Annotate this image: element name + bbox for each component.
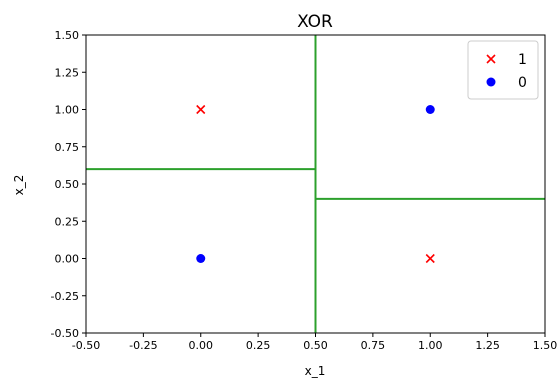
chart-title: XOR bbox=[297, 12, 333, 32]
x-tick-label: 0.00 bbox=[189, 339, 214, 352]
legend: 10 bbox=[467, 40, 539, 100]
legend-label: 1 bbox=[518, 52, 527, 68]
legend-label: 0 bbox=[518, 75, 527, 91]
x-tick-label: -0.50 bbox=[72, 339, 100, 352]
y-tick-label: -0.25 bbox=[51, 290, 79, 303]
marker-x-stroke bbox=[196, 104, 206, 115]
x-tick-label: 1.25 bbox=[475, 339, 500, 352]
legend-marker-1 bbox=[486, 54, 496, 64]
decision-boundaries bbox=[86, 35, 545, 333]
y-tick-label: 0.50 bbox=[55, 178, 80, 191]
y-tick-label: 0.00 bbox=[55, 253, 80, 266]
legend-box bbox=[467, 40, 539, 100]
x-tick-label: 0.75 bbox=[361, 339, 386, 352]
y-tick-label: 0.25 bbox=[55, 215, 80, 228]
marker-x-stroke bbox=[486, 54, 496, 64]
marker-x-stroke bbox=[425, 253, 435, 264]
data-point-class-1 bbox=[425, 253, 435, 264]
y-tick-label: 1.00 bbox=[55, 104, 80, 117]
x-tick-label: 1.50 bbox=[533, 339, 558, 352]
data-point-class-0 bbox=[425, 105, 435, 114]
y-tick-label: 1.50 bbox=[55, 29, 80, 42]
x-tick-label: 0.25 bbox=[246, 339, 271, 352]
legend-marker-0 bbox=[486, 77, 496, 87]
x-tick-label: 0.50 bbox=[303, 339, 328, 352]
y-tick-label: -0.50 bbox=[51, 327, 79, 340]
x-tick-label: -0.25 bbox=[129, 339, 157, 352]
x-axis-label: x_1 bbox=[305, 364, 326, 378]
y-tick-label: 1.25 bbox=[55, 66, 80, 79]
axes: -0.50 -0.25 0.00 0.25 0.50 0.75 1.00 1.25 1.50 -0… bbox=[51, 29, 558, 352]
data-points bbox=[196, 104, 435, 264]
y-tick-label: 0.75 bbox=[55, 141, 80, 154]
data-point-class-0 bbox=[196, 254, 206, 263]
data-point-class-1 bbox=[196, 104, 206, 115]
x-tick-label: 1.00 bbox=[418, 339, 443, 352]
y-axis-label: x_2 bbox=[12, 175, 26, 196]
